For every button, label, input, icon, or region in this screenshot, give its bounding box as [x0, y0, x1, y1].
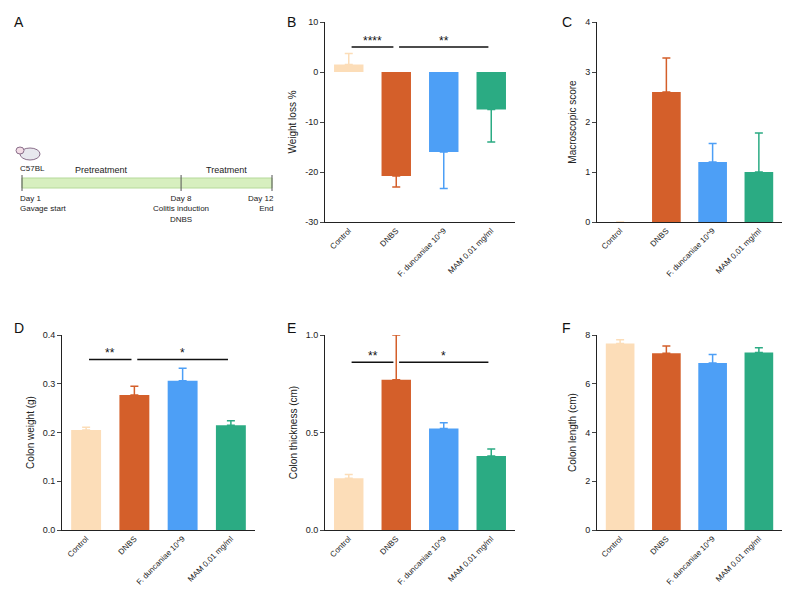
svg-text:F. duncaniae 10^9: F. duncaniae 10^9 [665, 534, 717, 586]
svg-text:F. duncaniae 10^9: F. duncaniae 10^9 [665, 226, 717, 278]
svg-text:DNBS: DNBS [649, 226, 671, 248]
svg-text:****: **** [363, 34, 382, 48]
svg-text:Pretreatment: Pretreatment [75, 165, 128, 175]
svg-text:0.3: 0.3 [43, 379, 56, 389]
svg-text:1: 1 [585, 167, 590, 177]
svg-text:Control: Control [600, 534, 625, 559]
svg-text:DNBS: DNBS [378, 226, 400, 248]
svg-text:A: A [14, 14, 24, 30]
svg-text:-10: -10 [305, 117, 318, 127]
svg-text:Colon thickness (cm): Colon thickness (cm) [288, 386, 299, 479]
svg-text:0.0: 0.0 [306, 525, 319, 535]
svg-text:0.0: 0.0 [43, 525, 56, 535]
svg-text:0: 0 [585, 525, 590, 535]
svg-text:MAM 0.01 mg/ml: MAM 0.01 mg/ml [714, 534, 763, 583]
svg-text:E: E [287, 320, 296, 336]
svg-text:0: 0 [585, 217, 590, 227]
svg-text:Control: Control [328, 226, 353, 251]
svg-text:Day 12End: Day 12End [248, 194, 274, 213]
svg-text:1.0: 1.0 [306, 330, 319, 340]
svg-text:**: ** [105, 346, 115, 360]
svg-text:DNBS: DNBS [378, 534, 400, 556]
svg-text:B: B [287, 14, 296, 30]
svg-text:C: C [562, 14, 572, 30]
svg-text:6: 6 [585, 379, 590, 389]
svg-text:Day 1Gavage start: Day 1Gavage start [20, 194, 67, 213]
svg-text:Weight loss %: Weight loss % [287, 90, 298, 153]
svg-text:0.5: 0.5 [306, 428, 319, 438]
svg-text:2: 2 [585, 476, 590, 486]
svg-text:-20: -20 [305, 167, 318, 177]
svg-text:DNBS: DNBS [649, 534, 671, 556]
svg-text:10: 10 [308, 17, 318, 27]
svg-text:*: * [441, 349, 446, 363]
svg-text:0.1: 0.1 [43, 476, 56, 486]
svg-text:C57BL: C57BL [20, 164, 45, 173]
svg-text:4: 4 [585, 428, 590, 438]
svg-text:8: 8 [585, 330, 590, 340]
svg-text:0: 0 [313, 67, 318, 77]
svg-text:3: 3 [585, 67, 590, 77]
svg-text:0.4: 0.4 [43, 330, 56, 340]
svg-text:F: F [562, 320, 571, 336]
svg-text:F. duncaniae 10^9: F. duncaniae 10^9 [396, 226, 448, 278]
svg-text:MAM 0.01 mg/ml: MAM 0.01 mg/ml [714, 226, 763, 275]
svg-text:Day 8Colitis inductionDNBS: Day 8Colitis inductionDNBS [153, 194, 209, 224]
svg-text:F. duncaniae 10^9: F. duncaniae 10^9 [396, 534, 448, 586]
svg-text:Macroscopic score: Macroscopic score [567, 80, 578, 164]
svg-text:-30: -30 [305, 217, 318, 227]
svg-text:2: 2 [585, 117, 590, 127]
svg-text:Treatment: Treatment [206, 165, 247, 175]
svg-text:Control: Control [328, 534, 353, 559]
svg-text:**: ** [439, 34, 449, 48]
svg-text:Colon length (cm): Colon length (cm) [567, 393, 578, 472]
svg-text:F. duncaniae 10^9: F. duncaniae 10^9 [135, 534, 187, 586]
svg-text:Control: Control [600, 226, 625, 251]
svg-text:0.2: 0.2 [43, 428, 56, 438]
svg-text:D: D [14, 320, 24, 336]
svg-text:MAM 0.01 mg/ml: MAM 0.01 mg/ml [446, 226, 495, 275]
svg-text:DNBS: DNBS [117, 534, 139, 556]
svg-text:MAM 0.01 mg/ml: MAM 0.01 mg/ml [446, 534, 495, 583]
svg-text:Control: Control [66, 534, 91, 559]
svg-text:Colon weight (g): Colon weight (g) [25, 396, 36, 469]
svg-text:**: ** [368, 349, 378, 363]
svg-text:MAM 0.01 mg/ml: MAM 0.01 mg/ml [186, 534, 235, 583]
svg-text:*: * [180, 346, 185, 360]
svg-text:4: 4 [585, 17, 590, 27]
